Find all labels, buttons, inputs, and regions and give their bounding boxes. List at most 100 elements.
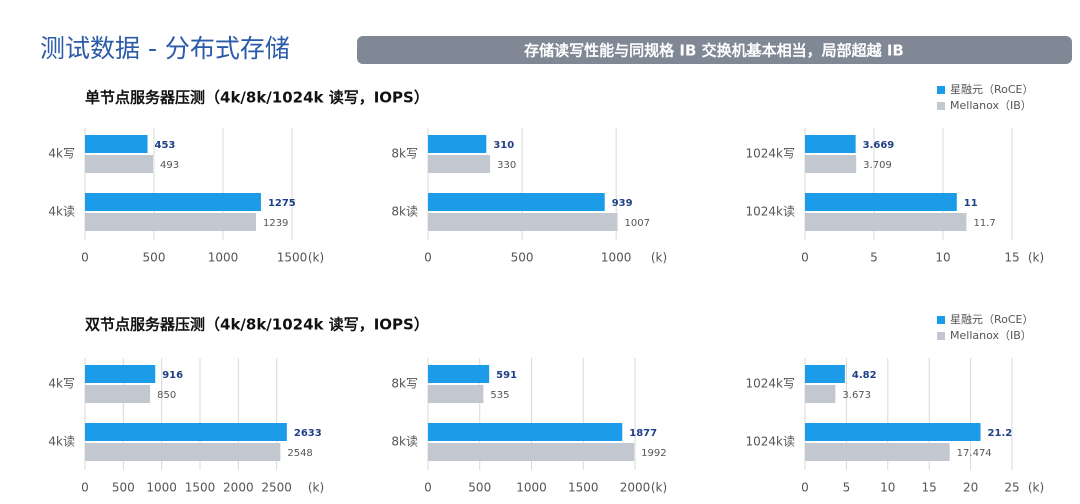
x-tick-label: 1000 — [516, 481, 547, 495]
section-title: 单节点服务器压测（4k/8k/1024k 读写，IOPS） — [85, 89, 429, 107]
value-label: 1992 — [641, 448, 666, 459]
x-axis-label: (k) — [651, 251, 667, 265]
category-label: 8k写 — [391, 377, 418, 391]
value-label: 3.673 — [842, 390, 871, 401]
x-tick-label: 5 — [843, 481, 851, 495]
value-label: 916 — [162, 370, 183, 381]
value-label: 1877 — [629, 428, 657, 439]
value-label: 493 — [160, 160, 179, 171]
value-label: 850 — [157, 390, 176, 401]
category-label: 1024k读 — [746, 205, 796, 219]
category-label: 4k写 — [48, 147, 75, 161]
value-label: 330 — [497, 160, 516, 171]
x-tick-label: 10 — [880, 481, 895, 495]
value-label: 11.7 — [973, 218, 995, 229]
value-label: 453 — [155, 140, 176, 151]
value-label: 1007 — [624, 218, 649, 229]
x-tick-label: 20 — [963, 481, 978, 495]
category-label: 4k读 — [48, 205, 75, 219]
bar — [85, 155, 154, 173]
bar — [85, 365, 156, 383]
bar — [428, 385, 484, 403]
x-axis-label: (k) — [308, 481, 324, 495]
value-label: 1239 — [263, 218, 288, 229]
bar — [428, 155, 491, 173]
x-tick-label: 15 — [922, 481, 937, 495]
x-tick-label: 0 — [81, 251, 89, 265]
bar — [428, 135, 487, 153]
x-tick-label: 0 — [424, 251, 432, 265]
value-label: 591 — [496, 370, 517, 381]
category-label: 1024k写 — [746, 147, 796, 161]
x-tick-label: 2000 — [223, 481, 254, 495]
banner-text: 存储读写性能与同规格 IB 交换机基本相当，局部超越 IB — [524, 42, 904, 60]
x-tick-label: 1500 — [185, 481, 216, 495]
legend-label: Mellanox（IB） — [950, 99, 1032, 112]
legend-swatch — [937, 316, 945, 324]
x-tick-label: 10 — [935, 251, 950, 265]
bar — [85, 193, 261, 211]
value-label: 4.82 — [852, 370, 877, 381]
x-axis-label: (k) — [1028, 251, 1044, 265]
value-label: 3.709 — [863, 160, 892, 171]
x-tick-label: 1000 — [208, 251, 239, 265]
x-tick-label: 1500 — [277, 251, 308, 265]
bar — [805, 365, 845, 383]
bar — [428, 423, 623, 441]
category-label: 1024k读 — [746, 435, 796, 449]
x-tick-label: 0 — [424, 481, 432, 495]
bar — [805, 213, 967, 231]
bar — [805, 423, 981, 441]
x-tick-label: 25 — [1004, 481, 1019, 495]
bar — [85, 443, 281, 461]
category-label: 4k读 — [48, 435, 75, 449]
x-tick-label: 1000 — [146, 481, 177, 495]
category-label: 8k读 — [391, 435, 418, 449]
value-label: 17.474 — [957, 448, 992, 459]
bar — [805, 193, 957, 211]
bar — [428, 193, 605, 211]
bar — [805, 135, 856, 153]
legend-label: 星融元（RoCE） — [950, 313, 1034, 326]
category-label: 4k写 — [48, 377, 75, 391]
legend-swatch — [937, 102, 945, 110]
x-tick-label: 2000 — [620, 481, 651, 495]
legend-swatch — [937, 86, 945, 94]
banner — [357, 36, 1072, 64]
section-title: 双节点服务器压测（4k/8k/1024k 读写，IOPS） — [85, 316, 429, 334]
x-tick-label: 500 — [143, 251, 166, 265]
bar — [85, 213, 256, 231]
x-axis-label: (k) — [1028, 481, 1044, 495]
value-label: 310 — [493, 140, 514, 151]
bar — [805, 443, 950, 461]
x-tick-label: 0 — [801, 481, 809, 495]
bar — [428, 365, 490, 383]
bar — [428, 213, 618, 231]
x-tick-label: 500 — [511, 251, 534, 265]
x-tick-label: 500 — [112, 481, 135, 495]
x-tick-label: 5 — [870, 251, 878, 265]
value-label: 939 — [612, 198, 633, 209]
value-label: 21.2 — [988, 428, 1013, 439]
value-label: 1275 — [268, 198, 296, 209]
x-tick-label: 500 — [468, 481, 491, 495]
legend-label: Mellanox（IB） — [950, 329, 1032, 342]
bar — [428, 443, 635, 461]
value-label: 535 — [490, 390, 509, 401]
x-axis-label: (k) — [651, 481, 667, 495]
x-tick-label: 2500 — [261, 481, 292, 495]
category-label: 8k写 — [391, 147, 418, 161]
category-label: 8k读 — [391, 205, 418, 219]
x-tick-label: 1000 — [601, 251, 632, 265]
bar — [805, 155, 857, 173]
bar — [85, 385, 151, 403]
value-label: 2548 — [287, 448, 312, 459]
x-tick-label: 1500 — [568, 481, 599, 495]
value-label: 11 — [964, 198, 978, 209]
x-tick-label: 15 — [1004, 251, 1019, 265]
page-title: 测试数据 - 分布式存储 — [40, 34, 290, 63]
x-axis-label: (k) — [308, 251, 324, 265]
value-label: 3.669 — [863, 140, 895, 151]
bar — [85, 135, 148, 153]
